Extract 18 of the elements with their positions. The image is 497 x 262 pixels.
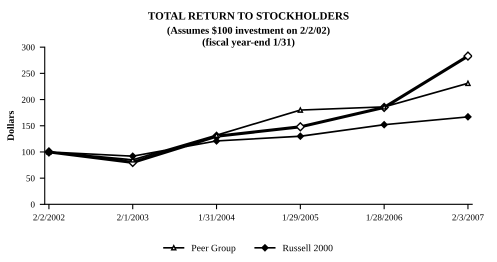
y-tick-label: 0	[30, 201, 35, 208]
chart-title: TOTAL RETURN TO STOCKHOLDERS	[148, 12, 349, 20]
x-tick-label: 2/1/2003	[117, 214, 148, 220]
y-axis-title: Dollars	[7, 110, 14, 141]
x-tick-label: 2/2/2002	[33, 214, 64, 220]
x-tick-label: 1/31/2004	[199, 214, 235, 220]
y-tick-label: 300	[22, 44, 35, 50]
y-tick-label: 250	[22, 70, 35, 77]
x-tick-label: 1/28/2006	[366, 214, 402, 220]
legend-label: Peer Group	[192, 244, 236, 254]
y-tick-label: 50	[26, 175, 35, 182]
chart-subtitle: (Assumes $100 investment on 2/2/02) (fiscal year-end 1/31)	[167, 26, 330, 48]
x-tick-label: 2/3/2007	[452, 214, 484, 220]
y-tick-label: 150	[22, 122, 35, 129]
y-tick-label: 200	[22, 96, 35, 103]
y-tick-label: 100	[22, 149, 35, 156]
legend-label: Russell 2000	[282, 244, 333, 252]
x-tick-label: 1/29/2005	[282, 214, 318, 220]
